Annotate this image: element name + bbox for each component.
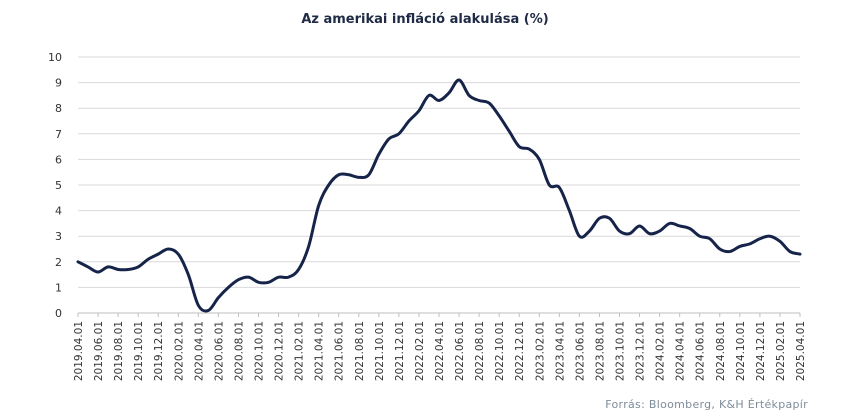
y-tick-label: 9 bbox=[55, 77, 62, 90]
grid-lines bbox=[78, 56, 800, 314]
x-tick-label: 2020.06.01 bbox=[213, 321, 225, 381]
y-tick-label: 2 bbox=[55, 256, 62, 269]
x-tick-label: 2025.04.01 bbox=[795, 321, 807, 381]
x-tick-label: 2021.04.01 bbox=[314, 321, 326, 381]
x-tick-label: 2020.02.01 bbox=[173, 321, 185, 381]
chart-title: Az amerikai infláció alakulása (%) bbox=[301, 12, 549, 27]
x-tick-label: 2023.06.01 bbox=[574, 321, 586, 381]
x-tick-label: 2023.02.01 bbox=[534, 321, 546, 381]
x-tick-label: 2021.12.01 bbox=[394, 321, 406, 381]
x-tick-label: 2024.12.01 bbox=[755, 321, 767, 381]
y-tick-label: 6 bbox=[55, 153, 62, 166]
x-tick-label: 2019.06.01 bbox=[93, 321, 105, 381]
x-tick-label: 2023.12.01 bbox=[635, 321, 647, 381]
x-tick-label: 2022.04.01 bbox=[434, 321, 446, 381]
x-tick-label: 2022.08.01 bbox=[474, 321, 486, 381]
x-tick-label: 2020.08.01 bbox=[233, 321, 245, 381]
x-tick-label: 2023.04.01 bbox=[554, 321, 566, 381]
x-tick-label: 2022.12.01 bbox=[514, 321, 526, 381]
y-tick-label: 1 bbox=[55, 281, 62, 294]
x-tick-label: 2025.02.01 bbox=[775, 321, 787, 381]
x-tick-label: 2022.02.01 bbox=[414, 321, 426, 381]
x-tick-label: 2023.08.01 bbox=[594, 321, 606, 381]
inflation-line bbox=[76, 78, 802, 313]
series-layer bbox=[76, 78, 802, 313]
y-tick-label: 0 bbox=[55, 307, 62, 320]
x-tick-label: 2019.10.01 bbox=[133, 321, 145, 381]
x-tick-label: 2019.08.01 bbox=[113, 321, 125, 381]
y-axis-ticks: 0 1 2 3 4 5 6 7 8 9 10 bbox=[48, 51, 62, 320]
y-tick-label: 10 bbox=[48, 51, 62, 64]
x-tick-label: 2019.12.01 bbox=[153, 321, 165, 381]
y-tick-label: 7 bbox=[55, 128, 62, 141]
x-tick-label: 2020.04.01 bbox=[193, 321, 205, 381]
y-tick-label: 8 bbox=[55, 102, 62, 115]
x-tick-label: 2020.12.01 bbox=[274, 321, 286, 381]
x-tick-label: 2024.10.01 bbox=[735, 321, 747, 381]
x-tick-label: 2023.10.01 bbox=[615, 321, 627, 381]
x-tick-label: 2024.04.01 bbox=[675, 321, 687, 381]
x-tick-label: 2024.08.01 bbox=[715, 321, 727, 381]
source-note: Forrás: Bloomberg, K&H Értékpapír bbox=[605, 398, 808, 411]
x-tick-label: 2024.06.01 bbox=[695, 321, 707, 381]
x-tick-label: 2021.06.01 bbox=[334, 321, 346, 381]
x-tick-label: 2020.10.01 bbox=[254, 321, 266, 381]
x-axis-ticks: 2019.04.01 2019.06.01 2019.08.01 2019.10.01… bbox=[73, 313, 807, 381]
x-tick-label: 2021.10.01 bbox=[374, 321, 386, 381]
y-tick-label: 5 bbox=[55, 179, 62, 192]
x-tick-label: 2021.02.01 bbox=[294, 321, 306, 381]
x-tick-label: 2022.06.01 bbox=[454, 321, 466, 381]
x-tick-label: 2024.02.01 bbox=[655, 321, 667, 381]
x-tick-label: 2019.04.01 bbox=[73, 321, 85, 381]
x-tick-label: 2022.10.01 bbox=[494, 321, 506, 381]
y-tick-label: 3 bbox=[55, 230, 62, 243]
y-tick-label: 4 bbox=[55, 205, 62, 218]
x-tick-label: 2021.08.01 bbox=[354, 321, 366, 381]
